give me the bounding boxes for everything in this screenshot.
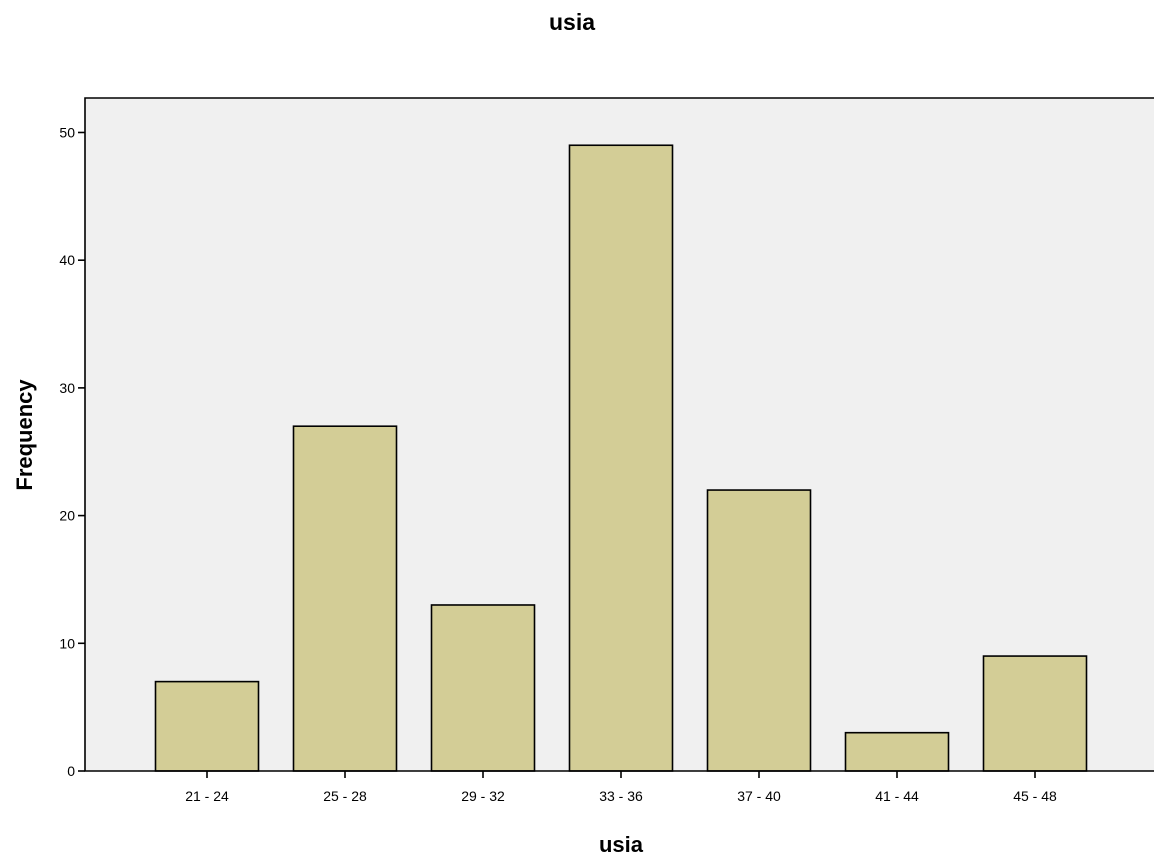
bar-37-40 <box>706 489 812 772</box>
x-axis: 21 - 24 25 - 28 29 - 32 33 - 36 37 - 40 41 - … <box>185 771 1057 804</box>
y-tick-label: 0 <box>67 763 75 779</box>
bar-29-32 <box>430 604 536 772</box>
y-axis-label: Frequency <box>12 379 37 491</box>
x-tick-label: 25 - 28 <box>323 788 367 804</box>
y-tick-label: 50 <box>59 124 75 140</box>
x-tick-label: 29 - 32 <box>461 788 505 804</box>
bar-21-24 <box>154 680 260 772</box>
y-axis: 0 10 20 30 40 50 <box>59 97 1154 779</box>
plot-frame <box>84 97 1154 772</box>
y-tick-label: 10 <box>59 635 75 651</box>
y-tick-label: 30 <box>59 380 75 396</box>
bar-41-44 <box>844 731 950 772</box>
bars-group <box>154 144 1088 772</box>
bar-45-48 <box>982 655 1088 772</box>
y-tick-label: 40 <box>59 252 75 268</box>
bar-25-28 <box>292 425 398 772</box>
bar-33-36 <box>568 144 674 772</box>
x-tick-label: 37 - 40 <box>737 788 781 804</box>
y-tick-label: 20 <box>59 508 75 524</box>
x-axis-label: usia <box>599 832 644 857</box>
x-tick-label: 41 - 44 <box>875 788 919 804</box>
x-tick-label: 33 - 36 <box>599 788 643 804</box>
chart-title: usia <box>549 9 595 35</box>
x-tick-label: 21 - 24 <box>185 788 229 804</box>
x-tick-label: 45 - 48 <box>1013 788 1057 804</box>
